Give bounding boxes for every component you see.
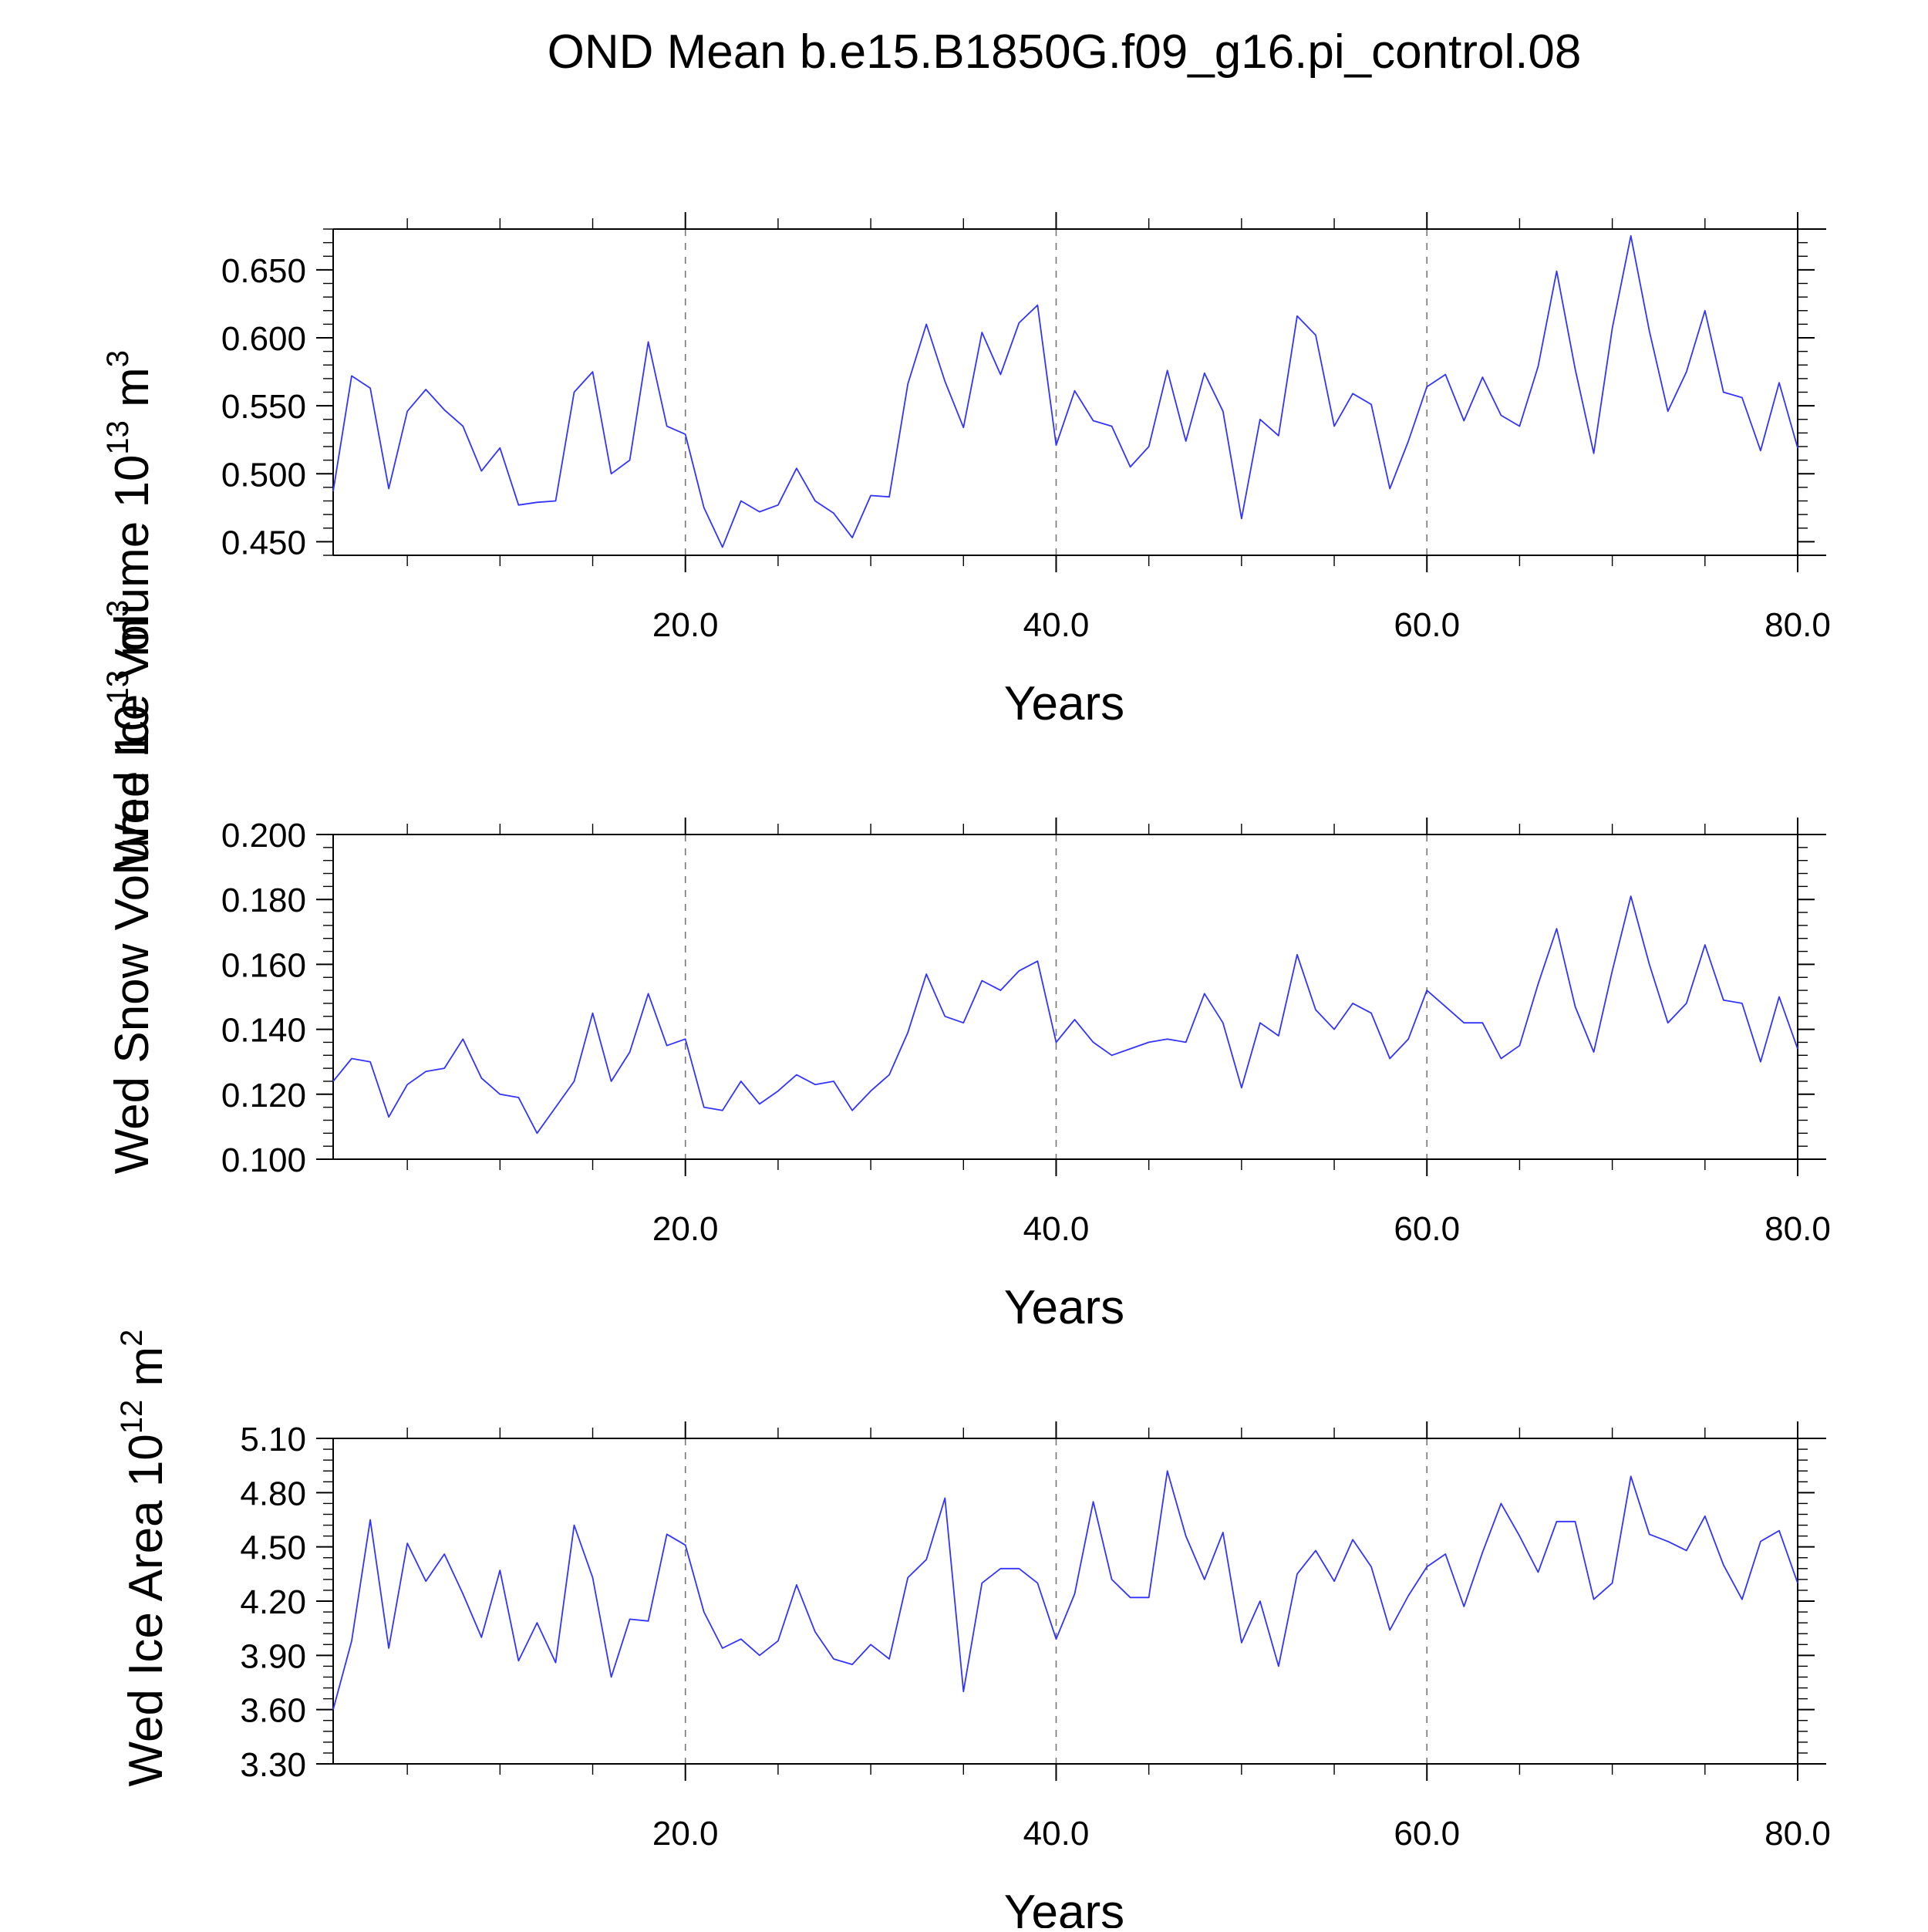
x-tick-label: 80.0: [1765, 1815, 1831, 1853]
y-tick-label: 3.90: [240, 1637, 306, 1675]
y-tick-label: 0.200: [221, 817, 306, 855]
series-line: [332, 234, 1798, 548]
y-tick-label: 0.550: [221, 388, 306, 426]
x-tick-label: 60.0: [1394, 1815, 1460, 1853]
x-tick-label: 60.0: [1394, 606, 1460, 644]
series-line: [332, 895, 1798, 1135]
x-axis-title: Years: [1004, 1886, 1124, 1928]
y-tick-label: 0.140: [221, 1012, 306, 1050]
y-tick-label: 0.180: [221, 882, 306, 919]
series-line: [332, 1470, 1798, 1710]
x-tick-label: 20.0: [652, 1210, 719, 1248]
x-tick-label: 80.0: [1765, 1210, 1831, 1248]
chart-title: OND Mean b.e15.B1850G.f09_g16.pi_control…: [548, 25, 1582, 79]
x-tick-label: 80.0: [1765, 606, 1831, 644]
y-axis-title: Wed Snow Volume 1013 m3: [101, 600, 159, 1175]
y-tick-label: 3.30: [240, 1746, 306, 1784]
y-tick-label: 5.10: [240, 1421, 306, 1458]
x-tick-label: 20.0: [652, 606, 719, 644]
x-tick-label: 40.0: [1023, 1210, 1090, 1248]
y-axis-title: Wed Ice Area 1012 m2: [115, 1330, 173, 1787]
y-tick-label: 0.160: [221, 946, 306, 984]
x-tick-label: 20.0: [652, 1815, 719, 1853]
y-tick-label: 0.450: [221, 524, 306, 561]
x-tick-label: 60.0: [1394, 1210, 1460, 1248]
y-tick-label: 3.60: [240, 1692, 306, 1730]
y-tick-label: 0.500: [221, 456, 306, 494]
y-tick-label: 4.20: [240, 1583, 306, 1621]
panels: 20.0 40.0 60.0 80.0 Years 0.450 0.500 0.550 0.60…: [101, 212, 1831, 1932]
panel-1: 20.0 40.0 60.0 80.0 Years 0.450 0.500 0.550 0.60…: [221, 212, 1831, 730]
panel-3: 20.0 40.0 60.0 80.0 Years 3.30 3.60 3.90 4.20 4.5…: [240, 1421, 1831, 1932]
panel-2: 20.0 40.0 60.0 80.0 Years 0.100 0.120 0.140 0.16…: [221, 817, 1831, 1334]
y-tick-label: 0.100: [221, 1141, 306, 1179]
x-axis-title: Years: [1004, 1281, 1124, 1334]
y-tick-label: 4.80: [240, 1475, 306, 1512]
x-tick-label: 40.0: [1023, 606, 1090, 644]
x-axis-title: Years: [1004, 677, 1124, 730]
y-tick-label: 0.600: [221, 320, 306, 358]
y-tick-label: 0.650: [221, 252, 306, 290]
y-axis-title: Wed Ice Volume 1013 m3: [101, 350, 159, 868]
y-tick-label: 4.50: [240, 1529, 306, 1567]
y-tick-label: 0.120: [221, 1077, 306, 1114]
x-tick-label: 40.0: [1023, 1815, 1090, 1853]
